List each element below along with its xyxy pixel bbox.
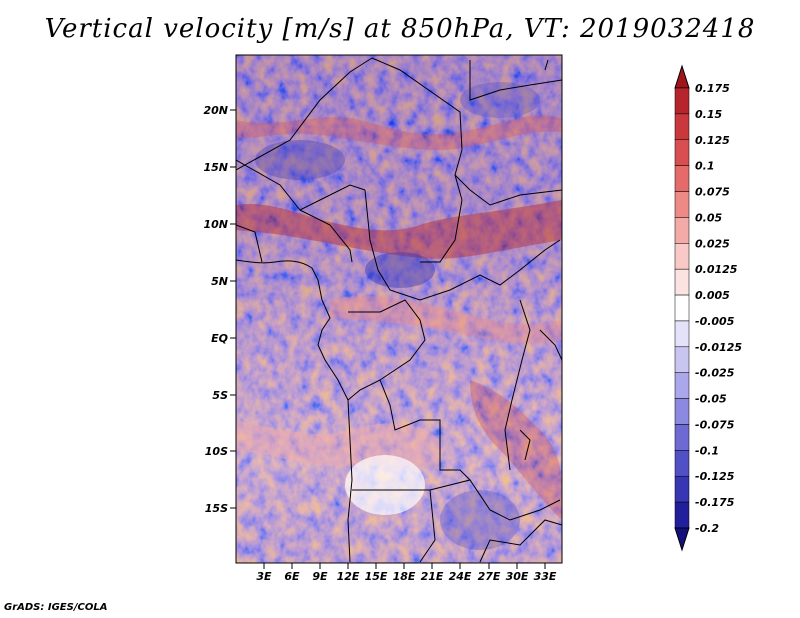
colorbar-swatch xyxy=(674,501,690,529)
colorbar-label: -0.125 xyxy=(695,470,735,483)
colorbar-swatch xyxy=(674,113,690,141)
colorbar-swatch xyxy=(674,139,690,166)
lon-label: 6E xyxy=(284,570,300,583)
colorbar-label: 0.005 xyxy=(695,289,730,302)
velocity-field xyxy=(236,55,562,563)
colorbar-swatch xyxy=(674,320,690,348)
colorbar-label: -0.05 xyxy=(695,393,727,406)
colorbar-swatch xyxy=(674,398,690,425)
colorbar-swatch xyxy=(674,424,690,451)
boundaries xyxy=(236,57,562,563)
colorbar-swatch xyxy=(674,450,690,477)
colorbar-label: -0.1 xyxy=(695,444,719,457)
colorbar-label: 0.175 xyxy=(695,82,730,95)
colorbar-swatch xyxy=(674,165,690,192)
lat-label: 5S xyxy=(212,389,228,402)
colorbar-swatch xyxy=(674,294,690,322)
lon-label: 15E xyxy=(365,570,388,583)
colorbar-label: 0.0125 xyxy=(695,263,738,276)
lon-label: 30E xyxy=(506,570,529,583)
lon-label: 33E xyxy=(534,570,557,583)
lon-label: 21E xyxy=(421,570,444,583)
lat-axis xyxy=(230,109,236,509)
colorbar-swatch xyxy=(674,346,690,373)
lon-label: 18E xyxy=(393,570,416,583)
chart-title: Vertical velocity [m/s] at 850hPa, VT: 2… xyxy=(44,14,756,44)
colorbar-label: -0.0125 xyxy=(695,341,742,354)
lat-label: 5N xyxy=(211,275,228,288)
lon-label: 9E xyxy=(312,570,328,583)
lat-label: 15S xyxy=(205,502,228,515)
lon-label: 3E xyxy=(256,570,272,583)
colorbar-label: -0.005 xyxy=(695,315,735,328)
colorbar-label: 0.15 xyxy=(695,108,722,121)
colorbar-label: -0.2 xyxy=(695,522,719,535)
colorbar-swatch xyxy=(674,243,690,270)
colorbar-label: 0.05 xyxy=(695,211,722,224)
lon-label: 12E xyxy=(337,570,360,583)
colorbar-label: 0.075 xyxy=(695,186,730,199)
colorbar-swatch xyxy=(674,475,690,503)
colorbar-label: 0.125 xyxy=(695,134,730,147)
lat-label: 20N xyxy=(203,104,228,117)
colorbar-swatch xyxy=(674,191,690,218)
map-frame xyxy=(235,54,563,564)
colorbar-label: -0.025 xyxy=(695,367,735,380)
lon-label: 27E xyxy=(478,570,501,583)
lat-label: 15N xyxy=(203,161,228,174)
lat-labels: 20N 15N 10N 5N EQ 5S 10S 15S xyxy=(203,104,228,515)
colorbar-label: 0.025 xyxy=(695,237,730,250)
colorbar-swatch xyxy=(674,268,690,296)
lon-labels: 3E 6E 9E 12E 15E 18E 21E 24E 27E 30E 33E xyxy=(256,570,556,583)
colorbar-cap-top xyxy=(674,64,690,89)
colorbar-label: 0.1 xyxy=(695,160,715,173)
lat-label: 10S xyxy=(205,445,228,458)
credit-text: GrADS: IGES/COLA xyxy=(4,602,108,613)
colorbar-swatch xyxy=(674,217,690,244)
colorbar-swatch xyxy=(674,87,690,115)
colorbar: 0.175 0.15 0.125 0.1 0.075 0.05 0.025 0.0125 0.0… xyxy=(674,64,742,552)
colorbar-cap-bottom xyxy=(674,527,690,552)
colorbar-label: -0.075 xyxy=(695,418,735,431)
lat-label: EQ xyxy=(211,332,228,345)
colorbar-swatch xyxy=(674,372,690,399)
lon-label: 24E xyxy=(449,570,472,583)
colorbar-label: -0.175 xyxy=(695,496,735,509)
lat-label: 10N xyxy=(203,218,228,231)
lon-axis xyxy=(263,563,546,569)
